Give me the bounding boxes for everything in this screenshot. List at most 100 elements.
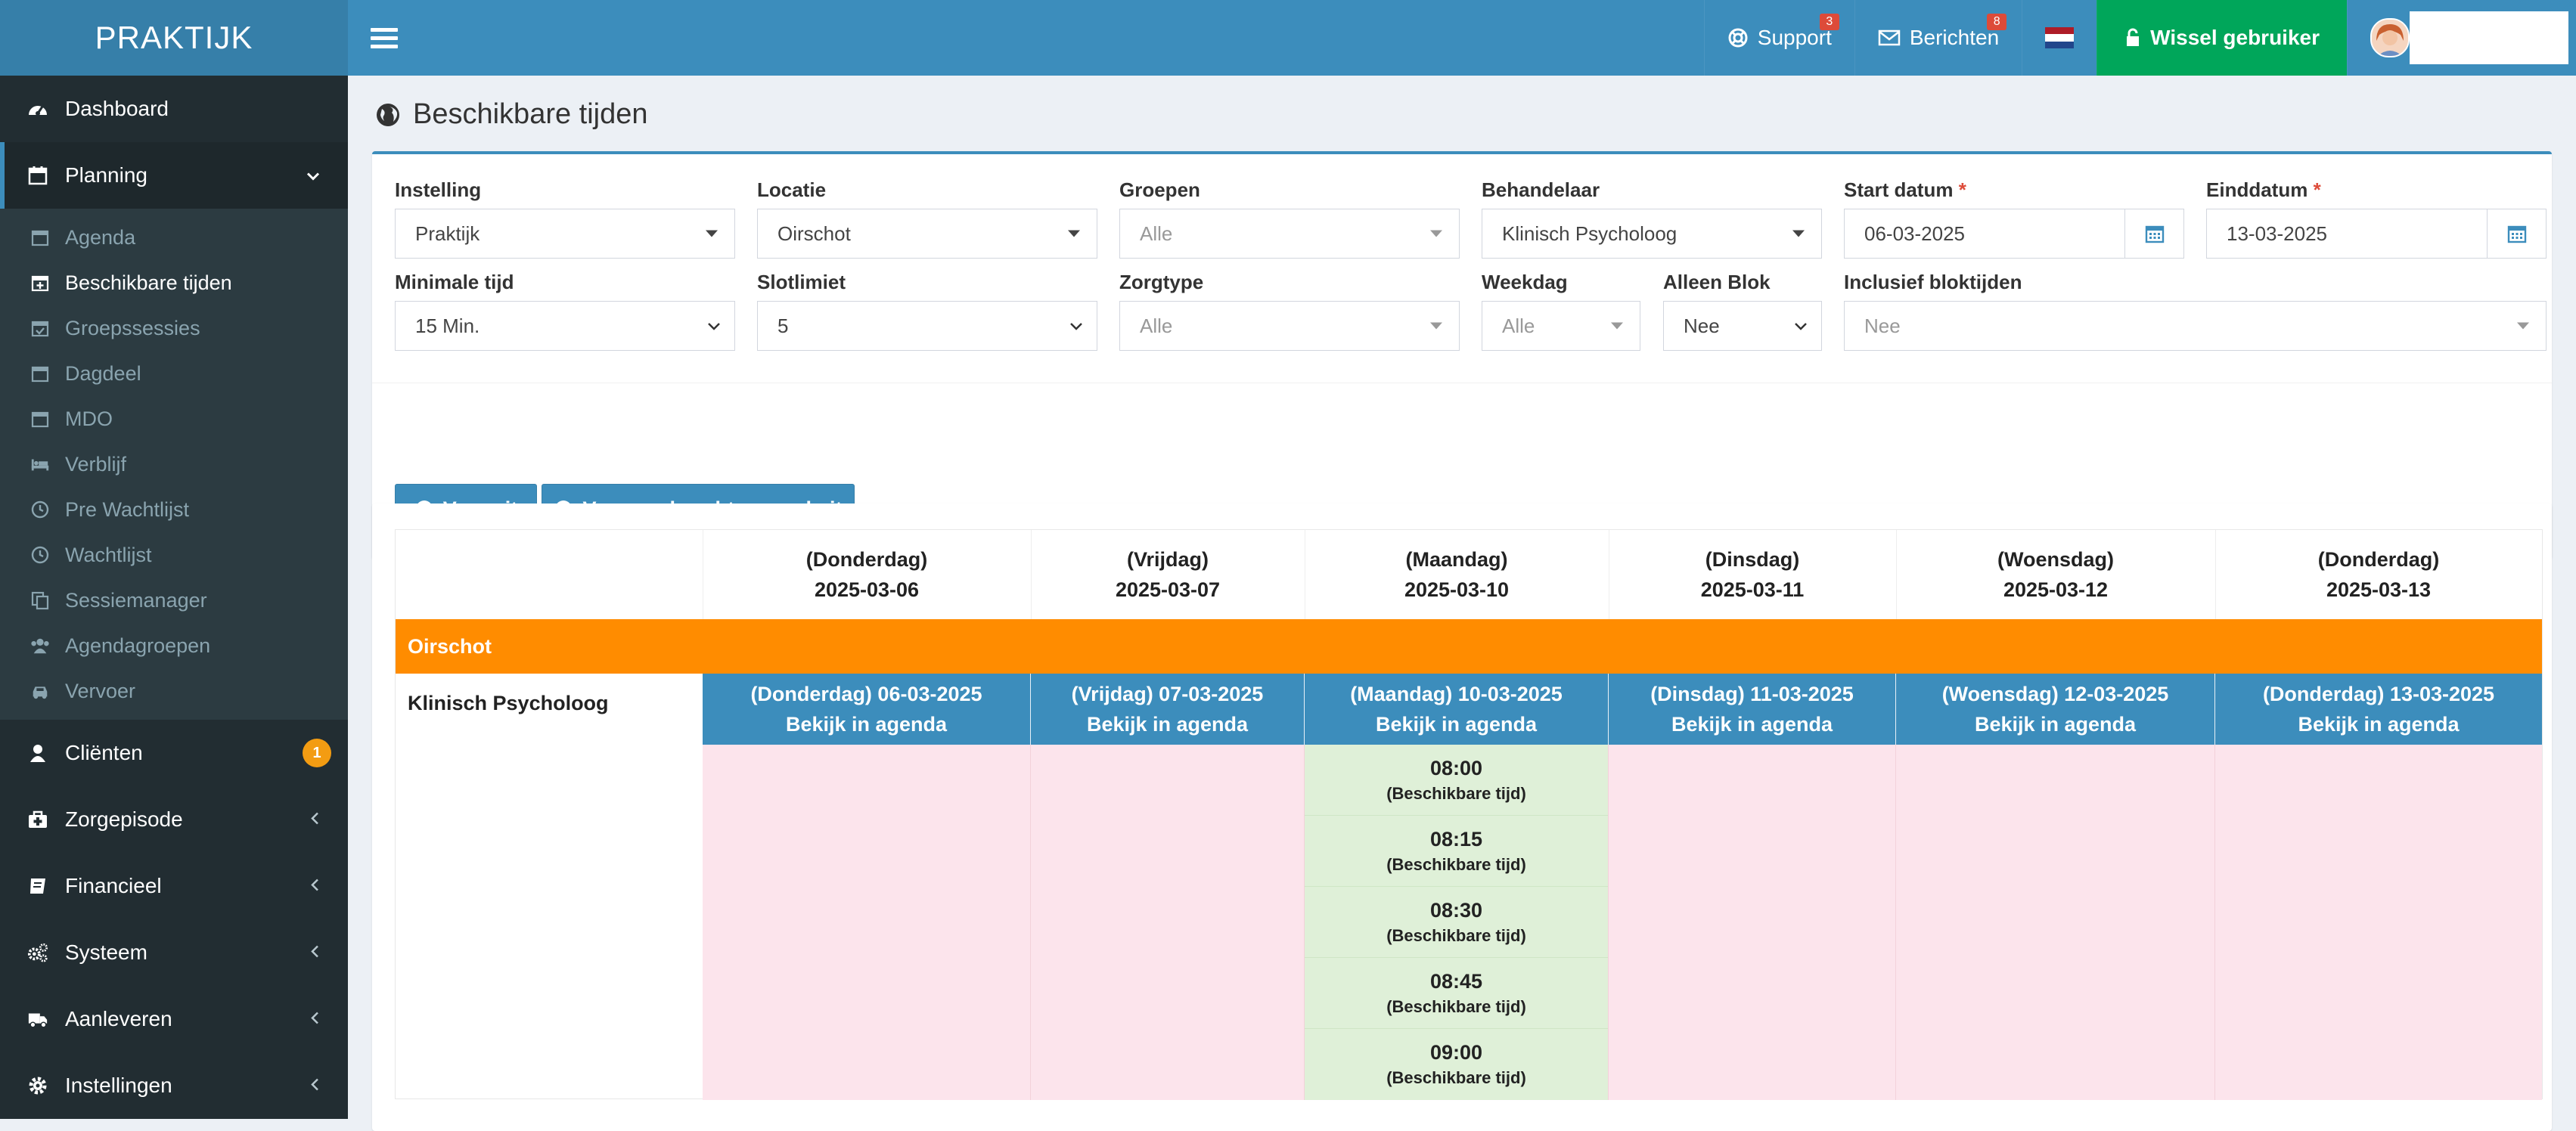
sidebar-item-label: Zorgepisode [65,807,183,831]
language-selector[interactable] [2022,0,2096,76]
start-datum-calendar-button[interactable] [2125,209,2184,259]
slot-status: (Beschikbare tijd) [1386,1068,1526,1087]
car-icon [30,681,50,701]
einddatum-calendar-button[interactable] [2488,209,2547,259]
instelling-select[interactable]: Praktijk [395,209,735,259]
groepen-select[interactable]: Alle [1119,209,1460,259]
sidebar-item-agendagroepen[interactable]: Agendagroepen [0,623,348,668]
slot-time: 08:15 [1429,827,1483,851]
chevron-left-icon [310,1074,321,1098]
slot-time: 08:30 [1429,898,1483,922]
start-datum-input[interactable]: 06-03-2025 [1844,209,2125,259]
minimale-tijd-select[interactable]: 15 Min. [395,301,735,351]
sidebar-item-label: Agenda [65,225,136,249]
chevron-left-icon [310,1008,321,1031]
slotlimiet-select[interactable]: 5 [757,301,1097,351]
time-slot[interactable]: 08:45 (Beschikbare tijd) [1305,958,1608,1029]
sidebar-item-planning[interactable]: Planning [0,142,348,209]
locatie-filter: Locatie Oirschot [757,178,1097,259]
chevron-down-icon [1069,315,1083,336]
zorgtype-filter: Zorgtype Alle [1119,271,1460,351]
clients-badge: 1 [303,739,331,767]
minimale-tijd-value: 15 Min. [415,314,480,337]
time-slot[interactable]: 09:00 (Beschikbare tijd) [1305,1029,1608,1100]
sidebar-item-beschikbare-tijden[interactable]: Beschikbare tijden [0,260,348,305]
slot-status: (Beschikbare tijd) [1386,925,1526,945]
sidebar-item-wachtlijst[interactable]: Wachtlijst [0,532,348,578]
alleen-blok-select[interactable]: Nee [1663,301,1822,351]
sidebar-item-agenda[interactable]: Agenda [0,215,348,260]
day-column-unavailable [703,745,1031,1100]
behandelaar-select[interactable]: Klinisch Psycholoog [1482,209,1822,259]
time-slot[interactable]: 08:00 (Beschikbare tijd) [1305,745,1608,816]
inclusief-bloktijden-label: Inclusief bloktijden [1844,271,2022,293]
sidebar-item-financieel[interactable]: Financieel [0,853,348,919]
sidebar-item-clienten[interactable]: Cliënten 1 [0,720,348,786]
support-label: Support [1757,26,1832,49]
caret-down-icon [1611,322,1623,330]
einddatum-field: 13-03-2025 [2206,209,2547,259]
sidebar-item-aanleveren[interactable]: Aanleveren [0,986,348,1052]
zorgtype-select[interactable]: Alle [1119,301,1460,351]
slot-status: (Beschikbare tijd) [1386,783,1526,803]
groepen-value: Alle [1140,222,1173,245]
start-datum-filter: Start datum * 06-03-2025 [1844,178,2184,259]
envelope-icon [1878,29,1901,47]
app-logo[interactable]: PRAKTIJK [0,0,348,76]
view-in-agenda-label: Bekijk in agenda [785,713,948,736]
calendar-icon [30,228,50,247]
day-agenda-link[interactable]: (Donderdag) 06-03-2025 Bekijk in agenda [703,674,1031,745]
day-agenda-link[interactable]: (Dinsdag) 11-03-2025 Bekijk in agenda [1609,674,1896,745]
sidebar-item-label: Vervoer [65,679,136,702]
column-header: (Maandag) 2025-03-10 [1305,530,1609,619]
sidebar-item-systeem[interactable]: Systeem [0,919,348,986]
sidebar-item-sessiemanager[interactable]: Sessiemanager [0,578,348,623]
sidebar-item-verblijf[interactable]: Verblijf [0,442,348,487]
messages-link[interactable]: Berichten 8 [1854,0,2022,76]
time-slot[interactable]: 08:15 (Beschikbare tijd) [1305,816,1608,887]
weekdag-select[interactable]: Alle [1482,301,1640,351]
locatie-value: Oirschot [777,222,851,245]
caret-down-icon [1792,230,1805,237]
sidebar-item-instellingen[interactable]: Instellingen [0,1052,348,1119]
day-agenda-link[interactable]: (Woensdag) 12-03-2025 Bekijk in agenda [1896,674,2215,745]
sidebar-item-pre-wachtlijst[interactable]: Pre Wachtlijst [0,487,348,532]
sidebar-item-dagdeel[interactable]: Dagdeel [0,351,348,396]
sidebar-item-label: Aanleveren [65,1007,172,1030]
avatar [2370,18,2410,57]
sidebar-item-label: Beschikbare tijden [65,271,232,294]
switch-user-button[interactable]: Wissel gebruiker [2096,0,2347,76]
sidebar-item-mdo[interactable]: MDO [0,396,348,442]
user-menu[interactable] [2347,0,2576,76]
messages-badge: 8 [1987,14,2007,30]
sidebar-item-dashboard[interactable]: Dashboard [0,76,348,142]
sidebar: PRAKTIJK Dashboard Planning Agenda Besch… [0,0,348,1119]
cogs-icon [27,942,48,963]
sidebar-item-zorgepisode[interactable]: Zorgepisode [0,786,348,853]
sidebar-item-vervoer[interactable]: Vervoer [0,668,348,714]
dashboard-icon [27,98,48,119]
day-agenda-date: (Vrijdag) 07-03-2025 [1071,683,1264,705]
chevron-left-icon [310,941,321,965]
start-datum-label: Start datum * [1844,178,2184,201]
sidebar-item-groepssessies[interactable]: Groepssessies [0,305,348,351]
support-link[interactable]: Support 3 [1703,0,1854,76]
clock-icon [30,545,50,565]
weekdag-value: Alle [1502,314,1535,337]
locatie-select[interactable]: Oirschot [757,209,1097,259]
einddatum-input[interactable]: 13-03-2025 [2206,209,2488,259]
inclusief-bloktijden-select[interactable]: Nee [1844,301,2547,351]
instelling-value: Praktijk [415,222,480,245]
calendar-plus-icon [30,273,50,293]
sidebar-item-label: Dagdeel [65,361,141,385]
day-agenda-date: (Woensdag) 12-03-2025 [1941,683,2169,705]
sidebar-item-label: Groepssessies [65,316,200,339]
slot-time: 08:00 [1429,756,1483,779]
day-agenda-link[interactable]: (Vrijdag) 07-03-2025 Bekijk in agenda [1031,674,1305,745]
column-day: (Woensdag) [1997,548,2114,571]
day-agenda-link[interactable]: (Maandag) 10-03-2025 Bekijk in agenda [1305,674,1609,745]
time-slot[interactable]: 08:30 (Beschikbare tijd) [1305,887,1608,958]
sidebar-toggle-icon[interactable] [371,23,398,53]
day-agenda-link[interactable]: (Donderdag) 13-03-2025 Bekijk in agenda [2215,674,2542,745]
clock-icon [30,500,50,519]
